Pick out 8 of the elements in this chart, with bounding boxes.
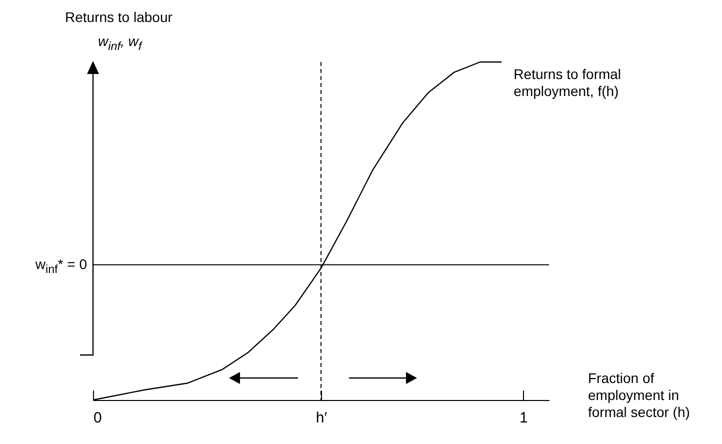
x-tick-label: 0 <box>94 410 102 426</box>
x-axis-title: Fraction of employment in formal sector (h) <box>588 370 691 421</box>
ref-line-label: w$_{inf}$* = 0 <box>34 256 87 278</box>
y-axis-title: w$_{inf}$, w$_{f}$ <box>98 33 142 55</box>
chart-title: Returns to labour <box>65 9 172 26</box>
x-tick-label: 1 <box>520 410 528 426</box>
x-tick-label: h′ <box>316 410 328 426</box>
annotation: Returns to formal employment, f(h) <box>514 66 622 100</box>
